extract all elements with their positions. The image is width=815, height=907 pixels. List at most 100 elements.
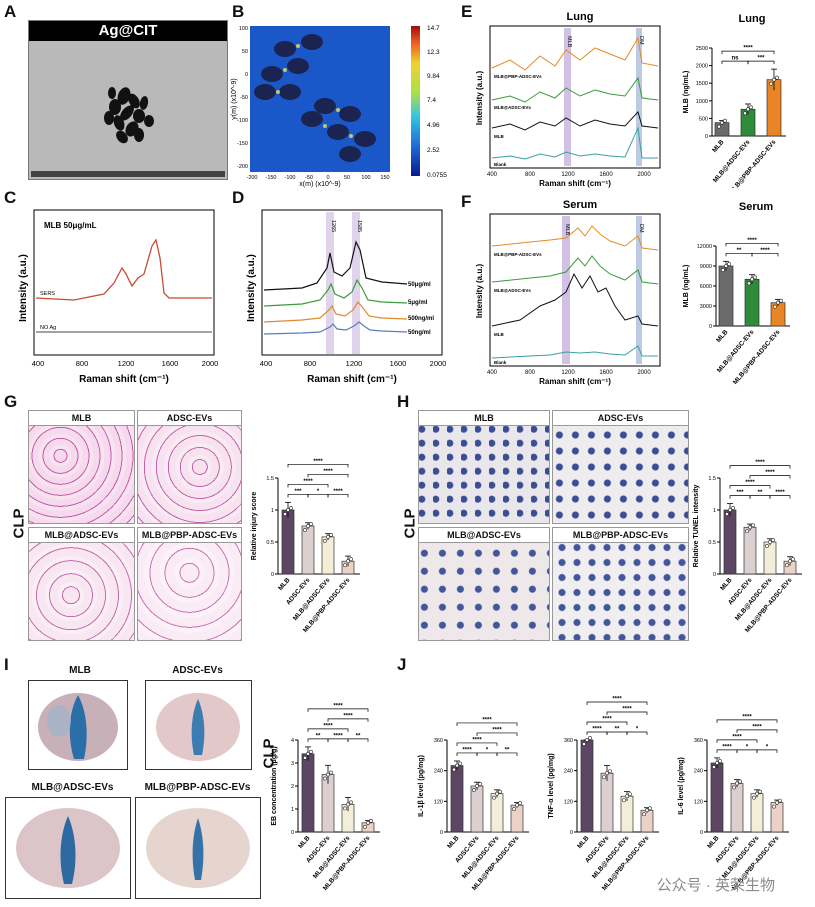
y-tick-label: 12000	[697, 244, 712, 250]
y-axis-label: TNF-α level (pg/mg)	[548, 753, 555, 818]
data-point	[748, 525, 752, 530]
data-point	[628, 792, 632, 797]
bar	[301, 525, 315, 575]
data-point	[645, 808, 649, 813]
significance-label: ***	[294, 489, 302, 495]
significance-label: **	[356, 733, 361, 739]
b-ylabel: y(m) (x10^-9)	[231, 78, 238, 119]
f-xtick: 1200	[561, 370, 575, 376]
bar	[450, 765, 464, 833]
significance-label: ****	[745, 480, 755, 486]
significance-label: ****	[333, 489, 343, 495]
data-point	[731, 506, 735, 510]
data-point	[775, 800, 779, 805]
significance-label: ****	[343, 713, 353, 719]
d-xtick: 1600	[390, 359, 407, 368]
f-xtick: 1600	[599, 370, 613, 376]
data-point	[642, 812, 646, 817]
data-point	[725, 512, 729, 516]
data-point	[458, 761, 462, 766]
data-point	[723, 118, 727, 123]
significance-bracket	[586, 701, 648, 705]
data-point	[363, 824, 367, 829]
c-xtick: 2000	[202, 359, 219, 368]
tunel-image-mlb-adsc-evs: MLB@ADSC-EVs	[418, 527, 550, 641]
micro-title: MLB	[29, 411, 134, 426]
c-ylabel: Intensity (a.u.)	[18, 254, 29, 322]
data-point	[769, 81, 773, 86]
d-series: 500ng/ml	[408, 316, 434, 322]
e-xtick: 800	[525, 172, 536, 178]
data-point	[346, 802, 350, 807]
e-ylabel: Intensity (a.u.)	[475, 71, 484, 126]
y-tick-label: 0	[440, 830, 443, 836]
d-xtick: 1200	[346, 359, 363, 368]
bar	[710, 762, 724, 833]
y-tick-label: 120	[434, 799, 443, 805]
b-xtick: 150	[380, 175, 389, 181]
data-point	[735, 781, 739, 786]
significance-label: *	[486, 747, 489, 753]
data-point	[743, 111, 747, 116]
data-point	[602, 775, 606, 780]
f-xtick: 2000	[637, 370, 651, 376]
data-point	[753, 275, 757, 280]
data-point	[738, 779, 742, 784]
cbar-tick: 9.84	[427, 73, 440, 80]
significance-bracket	[736, 729, 778, 733]
significance-bracket	[307, 708, 369, 712]
watermark: 公众号 · 英荣生物	[656, 877, 775, 894]
significance-label: ****	[775, 490, 785, 496]
data-point	[778, 798, 782, 803]
d-ylabel: Intensity (a.u.)	[246, 254, 257, 322]
b-xtick: -150	[265, 175, 276, 181]
significance-label: ****	[592, 727, 602, 733]
significance-bracket	[307, 473, 349, 478]
y-tick-label: 2	[291, 784, 294, 790]
significance-label: ****	[743, 46, 753, 52]
serum-spectra: Serum MLB DM MLB@PBP-ADSC-EVs MLB@ADSC-E…	[475, 199, 661, 386]
data-point	[776, 300, 780, 305]
data-point	[303, 755, 307, 760]
y-tick-label: 0	[700, 830, 703, 836]
significance-label: *	[766, 744, 769, 750]
data-point	[303, 528, 307, 532]
data-point	[750, 277, 754, 282]
y-axis-label: IL-1β level (pg/mg)	[418, 755, 425, 817]
y-tick-label: 1	[291, 807, 294, 813]
d-xtick: 400	[260, 359, 273, 368]
e-marker: MLB	[566, 36, 572, 48]
data-point	[582, 742, 586, 746]
e-xtick: 1200	[561, 172, 575, 178]
data-point	[309, 522, 313, 526]
c-xtick: 1600	[162, 359, 179, 368]
y-tick-label: 0	[705, 134, 708, 140]
significance-bracket	[476, 732, 518, 736]
bar	[730, 783, 744, 833]
d-xlabel: Raman shift (cm⁻¹)	[307, 374, 397, 385]
significance-label: ****	[602, 717, 612, 723]
significance-label: *	[746, 744, 749, 750]
data-point	[498, 789, 502, 794]
data-point	[289, 506, 293, 510]
significance-label: ****	[732, 734, 742, 740]
significance-label: **	[505, 747, 510, 753]
data-point	[775, 75, 779, 80]
micro-title: MLB@PBP-ADSC-EVs	[138, 528, 241, 543]
he-image-mlb: MLB	[28, 410, 135, 524]
data-point	[732, 785, 736, 790]
data-point	[773, 304, 777, 309]
y-tick-label: 360	[434, 738, 443, 744]
e-series: MLB	[494, 134, 504, 139]
f-marker: MLB	[564, 224, 570, 236]
significance-label: *	[317, 489, 320, 495]
significance-bracket	[729, 465, 791, 469]
bar-chart-lung: Lung 0 500 1000 1500 2000 2500 MLB (ng/mL) MLBML…	[683, 13, 786, 188]
category-label: MLB	[711, 139, 726, 155]
data-point	[712, 765, 716, 769]
data-point	[771, 538, 775, 542]
colorbar	[411, 26, 420, 176]
